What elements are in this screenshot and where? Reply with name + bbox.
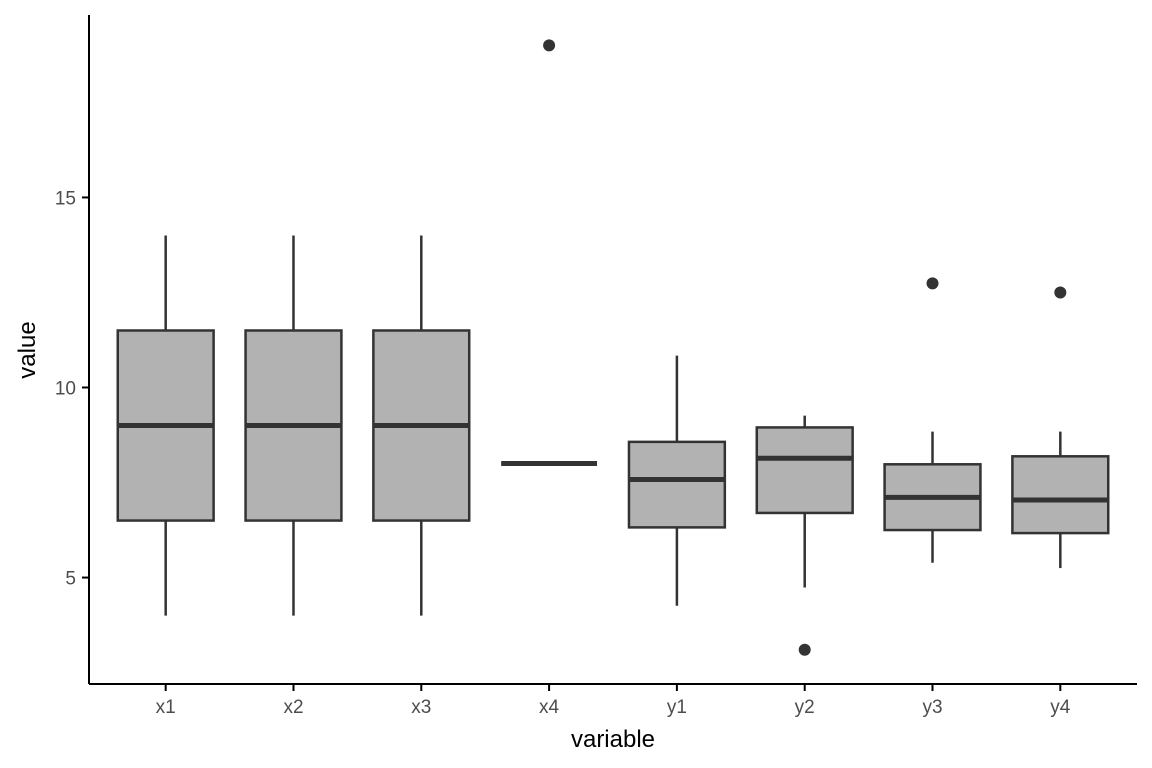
y-ticks: 5 10 15 (55, 188, 89, 590)
x-tick-label: y3 (922, 697, 942, 718)
box-y3 (883, 277, 982, 563)
box-iqr (755, 426, 854, 515)
x-tick-label: x2 (283, 697, 303, 718)
outlier-point (543, 39, 556, 52)
box-x2 (244, 235, 343, 616)
x-axis-title: variable (571, 726, 655, 753)
x-tick-label: x4 (539, 697, 560, 718)
box-iqr (1011, 455, 1110, 535)
x-tick-label: y2 (795, 697, 815, 718)
outlier-point (1054, 286, 1067, 299)
outlier-point (926, 277, 939, 290)
box-y4 (1011, 286, 1110, 569)
box-y2 (755, 415, 854, 656)
box-x1 (116, 235, 215, 616)
box-x4 (501, 39, 598, 467)
box-x3 (372, 235, 471, 616)
x-tick-label: x3 (411, 697, 431, 718)
plot-marks (116, 39, 1110, 656)
axes (88, 15, 1137, 685)
box-iqr (627, 440, 727, 529)
box-y1 (627, 355, 727, 606)
x-tick-label: y4 (1050, 697, 1071, 718)
y-axis-title: value (14, 321, 41, 378)
y-tick-label: 5 (65, 569, 76, 590)
x-ticks: x1 x2 x3 x4 y1 y2 y3 y4 (156, 684, 1071, 718)
x-tick-label: x1 (156, 697, 176, 718)
outlier-point (798, 643, 811, 656)
y-tick-label: 10 (55, 379, 76, 400)
y-tick-label: 15 (55, 188, 76, 209)
x-tick-label: y1 (667, 697, 687, 718)
